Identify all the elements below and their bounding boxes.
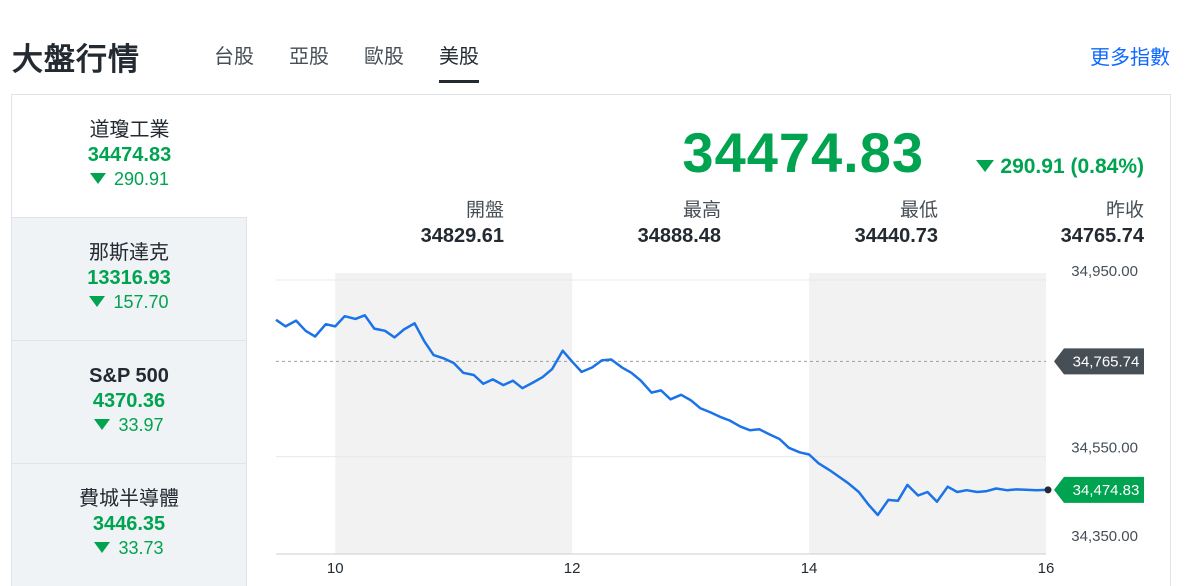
stat-low: 最低 34440.73 <box>855 199 938 249</box>
index-value: 13316.93 <box>87 267 171 289</box>
down-arrow-icon <box>89 173 106 184</box>
price-change: 290.91 (0.84%) <box>976 155 1144 179</box>
hour-band <box>335 273 573 554</box>
header: 大盤行情 台股 亞股 歐股 美股 更多指數 <box>0 0 1188 92</box>
index-value: 4370.36 <box>92 390 166 412</box>
y-tick-label: 34,950.00 <box>1071 263 1138 280</box>
x-tick-label: 12 <box>564 560 581 577</box>
market-panel: 道瓊工業 34474.83 290.91 那斯達克 13316.93 157.7… <box>11 94 1171 586</box>
stat-value: 34829.61 <box>420 225 504 247</box>
stat-label: 最高 <box>682 200 721 221</box>
sidebar-item-nasdaq[interactable]: 那斯達克 13316.93 157.70 <box>12 218 247 341</box>
x-tick-label: 14 <box>801 560 818 577</box>
sidebar-item-sox[interactable]: 費城半導體 3446.35 33.73 <box>12 464 247 586</box>
stat-open: 開盤 34829.61 <box>421 199 504 249</box>
index-value: 3446.35 <box>92 513 166 535</box>
x-tick-label: 16 <box>1038 560 1055 577</box>
down-arrow-icon <box>89 296 106 307</box>
stat-label: 開盤 <box>465 200 504 221</box>
index-change: 157.70 <box>12 291 246 313</box>
price-line <box>275 314 1047 517</box>
stat-prev-close: 昨收 34765.74 <box>1061 199 1144 249</box>
index-name: S&P 500 <box>89 365 169 387</box>
index-change: 33.73 <box>12 537 246 559</box>
prev-close-badge: 34,765.74 <box>1073 353 1140 370</box>
index-value: 34474.83 <box>87 144 172 166</box>
stat-label: 昨收 <box>1105 200 1144 221</box>
index-name: 那斯達克 <box>89 242 169 264</box>
stat-value: 34888.48 <box>637 225 721 247</box>
stat-high: 最高 34888.48 <box>638 199 721 249</box>
hour-band <box>809 273 1046 554</box>
tab-us[interactable]: 美股 <box>439 40 479 83</box>
more-indices-link[interactable]: 更多指數 <box>1090 47 1170 69</box>
market-tabs: 台股 亞股 歐股 美股 <box>214 40 514 83</box>
prev-close-badge-bg <box>1054 348 1144 375</box>
index-name: 費城半導體 <box>79 488 179 510</box>
index-sidebar: 道瓊工業 34474.83 290.91 那斯達克 13316.93 157.7… <box>12 95 247 586</box>
down-arrow-icon <box>94 419 111 430</box>
x-tick-label: 10 <box>327 560 344 577</box>
index-name: 道瓊工業 <box>89 119 170 141</box>
y-tick-label: 34,550.00 <box>1071 440 1138 457</box>
stat-value: 34440.73 <box>854 225 938 247</box>
sidebar-item-sp500[interactable]: S&P 500 4370.36 33.97 <box>12 341 247 464</box>
sidebar-item-dow[interactable]: 道瓊工業 34474.83 290.91 <box>12 95 247 218</box>
index-change: 33.97 <box>12 414 246 436</box>
stat-value: 34765.74 <box>1060 225 1144 247</box>
down-arrow-icon <box>94 542 111 553</box>
tab-taiwan[interactable]: 台股 <box>214 46 254 68</box>
last-point <box>1044 486 1052 494</box>
stat-label: 最低 <box>899 200 938 221</box>
last-price-badge-bg <box>1054 476 1144 503</box>
y-tick-label: 34,350.00 <box>1071 528 1138 545</box>
index-change: 290.91 <box>12 168 247 190</box>
quote-main: 34474.83 290.91 (0.84%) 開盤 34829.61 最高 3… <box>248 95 1172 586</box>
down-arrow-icon <box>976 160 995 172</box>
tab-asia[interactable]: 亞股 <box>289 46 329 68</box>
page-title: 大盤行情 <box>12 42 140 77</box>
quote-stats: 開盤 34829.61 最高 34888.48 最低 34440.73 昨收 3… <box>248 199 1172 259</box>
current-price: 34474.83 <box>682 121 924 184</box>
tab-europe[interactable]: 歐股 <box>364 46 404 68</box>
last-price-badge: 34,474.83 <box>1073 482 1140 499</box>
intraday-chart[interactable]: 34,950.00 34,550.00 34,350.00 10 12 14 16 34,76… <box>248 95 1172 586</box>
